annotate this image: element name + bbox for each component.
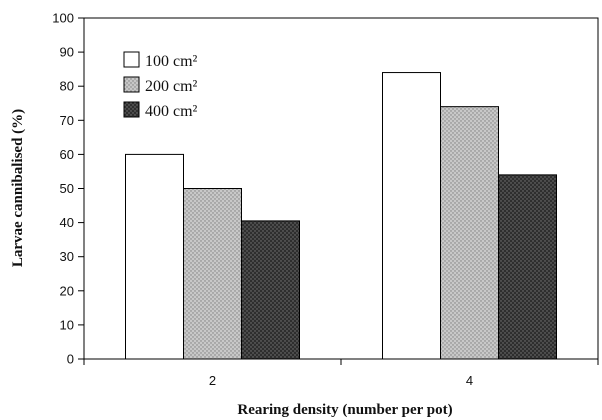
y-tick-label: 60 [60, 147, 74, 162]
y-tick-label: 80 [60, 79, 74, 94]
legend-swatch [123, 101, 140, 118]
y-tick-label: 40 [60, 215, 74, 230]
y-tick-label: 20 [60, 283, 74, 298]
bars [125, 72, 557, 360]
x-tick-label: 4 [466, 373, 473, 388]
bar-400cm-cat-2 [241, 220, 300, 360]
legend-label: 400 cm² [145, 103, 198, 120]
x-tick-label: 2 [209, 373, 216, 388]
bar-100cm-cat-2 [125, 153, 184, 360]
legend-label: 200 cm² [145, 78, 198, 95]
y-tick-label: 10 [60, 317, 74, 332]
legend: 100 cm² 200 cm² 400 cm² [123, 51, 198, 120]
y-tick-label: 30 [60, 249, 74, 264]
legend-swatch [123, 51, 140, 68]
y-tick-label: 70 [60, 113, 74, 128]
bar-100cm-cat-4 [382, 72, 441, 360]
bar-200cm-cat-4 [440, 106, 499, 360]
y-tick-label: 100 [52, 11, 74, 26]
y-tick-label: 0 [67, 352, 74, 367]
legend-swatch [123, 76, 140, 93]
x-axis-title: Rearing density (number per pot) [237, 402, 452, 418]
y-tick-label: 90 [60, 45, 74, 60]
y-axis-title: Larvae cannibalised (%) [10, 109, 26, 267]
bar-200cm-cat-2 [183, 188, 242, 360]
bar-400cm-cat-4 [498, 174, 557, 360]
legend-label: 100 cm² [145, 53, 198, 70]
y-axis: 0 10 20 30 40 50 60 70 80 90 100 [52, 11, 84, 367]
y-tick-label: 50 [60, 181, 74, 196]
